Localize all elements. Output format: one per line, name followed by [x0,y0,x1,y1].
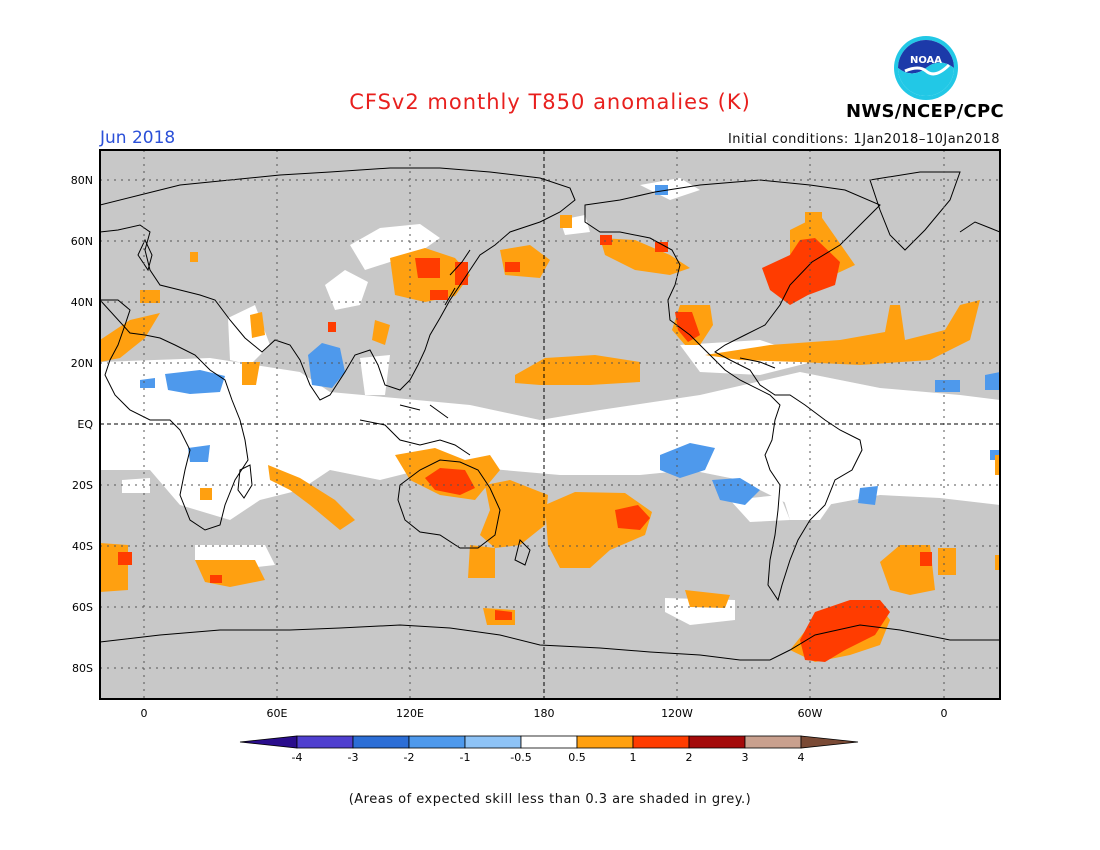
skill-footnote: (Areas of expected skill less than 0.3 a… [348,792,752,807]
lon-label: 60E [267,707,288,720]
legend-color-box [576,735,634,749]
legend-tick-label: 1 [630,751,637,764]
legend-color-box [744,735,802,749]
lat-label: 20S [72,479,93,492]
graticule [100,150,1000,699]
legend-tick-label: -3 [348,751,359,764]
legend-tick-label: -2 [404,751,415,764]
lon-label: 120W [661,707,693,720]
legend-color-box [520,735,578,749]
legend-arrow-low [239,735,298,749]
legend-tick-label: -4 [292,751,303,764]
legend-color-box [352,735,410,749]
legend-tick-label: 0.5 [568,751,586,764]
map-frame [99,149,1001,700]
legend-tick-label: 4 [798,751,805,764]
lat-label: 40N [71,296,93,309]
lon-label: 0 [941,707,948,720]
lon-label: 180 [534,707,555,720]
legend-color-box [464,735,522,749]
legend-color-box [408,735,466,749]
forecast-month: Jun 2018 [100,128,176,148]
lat-label: 40S [72,540,93,553]
lat-label: 80N [71,174,93,187]
legend-tick-label: -1 [460,751,471,764]
map-title: CFSv2 monthly T850 anomalies (K) [349,90,751,114]
lat-label: 20N [71,357,93,370]
noaa-logo: NOAA [894,36,958,100]
lat-label: 80S [72,662,93,675]
legend-tick-label: 3 [742,751,749,764]
lat-label: EQ [77,418,93,431]
lat-label: 60S [72,601,93,614]
legend-tick-label: -0.5 [510,751,531,764]
legend-color-box [632,735,690,749]
lon-label: 0 [141,707,148,720]
noaa-logo-text: NOAA [910,55,942,66]
color-legend: -4 -3 -2 -1 -0.5 0.5 1 2 3 4 [239,735,859,764]
initial-conditions: Initial conditions: 1Jan2018–10Jan2018 [727,132,1000,147]
coastlines [100,167,1000,661]
cold-anomaly-zones [140,185,1000,505]
latitude-labels: 80N 60N 40N 20N EQ 20S 40S 60S 80S [71,174,94,675]
lon-label: 120E [396,707,424,720]
legend-color-box [296,735,354,749]
map-fill-layer [100,150,1000,699]
legend-arrow-high [800,735,859,749]
organization-label: NWS/NCEP/CPC [846,101,1005,122]
lat-label: 60N [71,235,93,248]
longitude-labels: 0 60E 120E 180 120W 60W 0 [141,707,948,720]
warm-anomaly-red-zones [118,235,932,662]
legend-tick-label: 2 [686,751,693,764]
legend-color-box [688,735,746,749]
lon-label: 60W [798,707,823,720]
